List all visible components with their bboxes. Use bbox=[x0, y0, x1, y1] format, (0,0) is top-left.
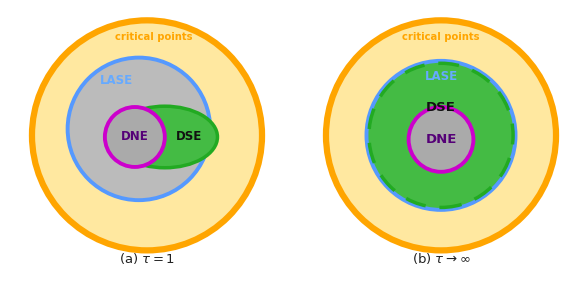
Circle shape bbox=[68, 58, 210, 200]
Text: DSE: DSE bbox=[176, 130, 202, 143]
Circle shape bbox=[326, 20, 556, 250]
Text: LASE: LASE bbox=[425, 70, 457, 83]
Text: critical points: critical points bbox=[402, 32, 480, 41]
Text: DNE: DNE bbox=[425, 133, 457, 146]
Text: DSE: DSE bbox=[426, 101, 456, 113]
Text: critical points: critical points bbox=[115, 32, 192, 41]
Ellipse shape bbox=[112, 106, 218, 168]
Text: DNE: DNE bbox=[121, 130, 149, 143]
Circle shape bbox=[409, 107, 473, 172]
Circle shape bbox=[32, 20, 262, 250]
Text: (a) $\tau = 1$: (a) $\tau = 1$ bbox=[119, 251, 175, 266]
Text: LASE: LASE bbox=[99, 74, 133, 87]
Text: (b) $\tau \to \infty$: (b) $\tau \to \infty$ bbox=[412, 251, 470, 266]
Circle shape bbox=[105, 107, 165, 167]
Circle shape bbox=[366, 61, 516, 210]
